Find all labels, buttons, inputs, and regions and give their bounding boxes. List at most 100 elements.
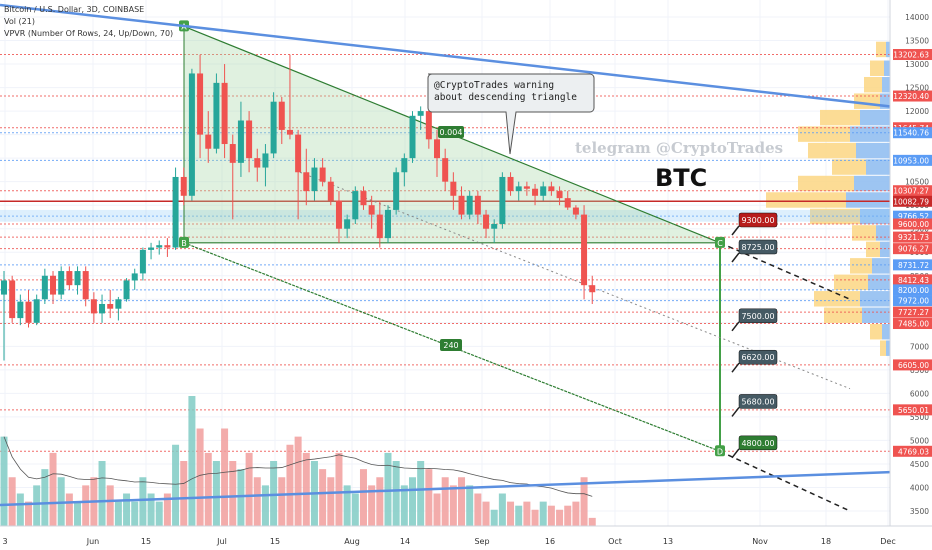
time-tick-label: Oct [608,537,622,546]
candle-body [25,301,32,323]
volume-profile-down-bar [850,126,890,142]
price-label-box [893,404,932,416]
volume-bar [490,509,498,526]
candle-body [9,280,16,319]
volume-bar [458,477,466,526]
volume-bar [400,485,408,526]
candle-body [237,120,244,163]
callout-label: 9300.00 [741,216,774,225]
candle-body [327,181,334,201]
volume-bar [294,436,302,526]
candle-body [532,188,539,196]
volume-bar [131,501,139,526]
legend-vpvr[interactable]: VPVR (Number Of Rows, 24, Up/Down, 70) [4,29,174,38]
candle-body [58,271,65,295]
candle-body [1,280,7,295]
volume-bar [392,461,400,526]
volume-bar [270,461,278,526]
volume-bar [515,505,523,526]
price-tick-label: 7000 [910,342,929,351]
candle-body [401,158,408,173]
price-tick-label: 10500 [905,178,929,187]
price-tick-label: 14000 [905,13,929,22]
candle-body [344,219,351,229]
legend-symbol[interactable]: Bitcoin / U.S. Dollar, 3D, COINBASE [4,5,145,14]
candle-body [548,186,555,192]
volume-profile-down-bar [860,109,890,126]
volume-bar [588,517,596,526]
volume-profile-down-bar [856,142,890,159]
candle-body [33,299,40,323]
projection-extension [719,450,851,512]
candle-body [278,101,285,130]
price-tick-label: 4000 [910,483,929,492]
candle-body [82,271,89,300]
callout-box [738,308,778,324]
price-label: 7972.00 [898,297,929,306]
volume-bar [482,501,490,526]
volume-bar [180,461,188,526]
volume-profile-up-bar [820,109,860,126]
price-label-box [893,218,932,230]
price-label: 10082.79 [893,197,929,206]
volume-profile-down-bar [886,340,890,356]
candle-body [303,172,310,192]
time-axis[interactable]: 3 Jun 15 Jul 15 Aug 14 Sep 16 Oct 13 Nov 18 Dec [0,525,932,550]
price-label: 9321.73 [898,233,929,242]
candle-body [523,186,530,189]
volume-bar [212,461,220,526]
volume-bar [172,444,180,526]
volume-profile-up-bar [810,208,860,225]
price-tick-label: 12000 [905,107,929,116]
candle-body [180,176,187,196]
candle-body [311,167,318,192]
candle-body [499,176,506,225]
volume-profile-up-bar [880,340,886,356]
volume-bar [507,501,515,526]
volume-profile-up-bar [876,41,886,58]
volume-profile-up-bar [814,291,860,307]
time-tick-label: Dec [880,537,895,546]
callout-pointer [731,406,740,417]
candle-body [90,299,97,314]
volume-bar [572,501,580,526]
time-tick-label: Sep [474,537,489,546]
candle-body [393,172,400,210]
volume-bar [147,493,155,526]
candle-body [589,285,596,293]
volume-profile-up-bar [832,159,866,175]
price-axis[interactable]: 1400013500130001250012000115001100010500… [889,0,932,526]
candle-body [156,245,163,248]
volume-bar [204,452,212,526]
candle-body [335,200,342,229]
volume-bar [368,485,376,526]
projection-extension [719,242,851,300]
price-label-box [893,243,932,255]
volume-bar [8,477,16,526]
volume-bar [163,493,171,526]
candle-body [491,224,498,229]
candle-body [164,245,171,248]
volume-bar [319,469,327,526]
callout-pointer [731,252,740,263]
price-label-box [893,127,932,139]
trend-lines [0,3,896,507]
price-label-box [893,274,932,286]
price-label-box [893,359,932,371]
volume-profile-down-bar [882,76,890,93]
price-tick-label: 6000 [910,389,929,398]
price-label: 12320.40 [893,92,929,101]
time-tick-label: 15 [270,537,280,546]
volume-profile-down-bar [886,41,890,58]
annotation-text: about descending triangle [434,92,577,103]
candle-body [466,195,473,215]
candle-body [286,129,293,135]
price-tick-label: 12500 [905,84,929,93]
candle-body [434,139,441,159]
candle-body [262,153,269,168]
legend-volume[interactable]: Vol (21) [4,17,35,26]
price-label: 8200.00 [898,286,929,295]
volume-bar [335,452,343,526]
time-tick-label: Nov [752,537,768,546]
